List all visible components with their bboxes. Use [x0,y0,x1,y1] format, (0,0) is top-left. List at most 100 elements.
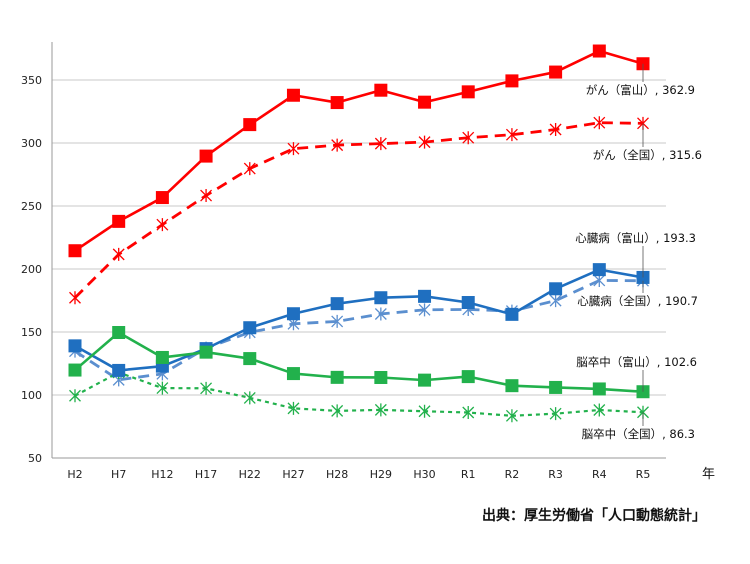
y-axis-tick-labels: 50 100 150 200 250 300 350 [21,74,42,465]
data-point [592,263,606,277]
y-gridlines [51,42,666,459]
data-point [200,381,213,395]
data-point [418,289,432,303]
x-tick-label: H12 [151,468,173,481]
data-point [418,95,432,109]
data-point [374,370,388,384]
series-end-label: 心臓病（富山）, 193.3 [575,231,696,245]
data-point [593,116,606,130]
data-point [549,65,563,79]
x-tick-label: H2 [67,468,82,481]
y-tick-label: 50 [28,452,42,465]
x-tick-label: H22 [239,468,261,481]
series-line [74,121,644,299]
data-point [330,297,344,311]
data-point [69,291,81,305]
data-point [549,282,563,296]
data-point [418,303,431,317]
series-0 [68,44,650,258]
series-line [74,279,644,382]
data-point [461,85,475,99]
series-4 [68,326,650,399]
data-point [331,138,344,152]
data-point [200,189,213,203]
data-point [549,123,562,137]
y-tick-label: 350 [21,74,42,87]
y-tick-label: 300 [21,137,42,150]
series-end-label: がん（富山）, 362.9 [586,83,695,97]
data-point [243,352,257,366]
data-point [243,118,257,132]
data-point [505,128,518,142]
series-end-label: 心臓病（全国）, 190.7 [577,294,698,308]
data-point [331,314,344,328]
series-end-label: 脳卒中（全国）, 86.3 [582,427,695,441]
data-point [243,391,256,405]
y-tick-label: 100 [21,389,42,402]
data-point [199,345,213,359]
data-point [374,83,388,97]
x-tick-label: H7 [111,468,126,481]
series-line [74,371,644,417]
data-point [374,307,387,321]
data-point [505,409,518,423]
y-tick-label: 200 [21,263,42,276]
x-tick-label: R5 [636,468,651,481]
series-end-labels: がん（富山）, 362.9 がん（全国）, 315.6 心臓病（富山）, 193.3… [575,63,702,441]
data-point [505,379,519,393]
data-point [592,382,606,396]
y-tick-label: 150 [21,326,42,339]
data-point [330,96,344,110]
data-point [156,218,169,232]
data-point [330,370,344,384]
data-point [592,44,606,58]
data-point [286,88,300,102]
x-tick-label: R2 [505,468,520,481]
data-point [593,273,606,287]
series-end-label: 脳卒中（富山）, 102.6 [576,355,697,369]
data-point [461,370,475,384]
data-point [418,404,431,418]
data-point [549,407,562,421]
data-point [286,367,300,381]
series-1 [69,116,649,305]
data-point [155,350,169,364]
data-point [112,247,125,261]
x-axis-tick-labels: H2 H7 H12 H17 H22 H27 H28 H29 H30 R1 R2 R3 R4 R5 [67,468,650,481]
series-2 [68,263,650,377]
data-point [287,142,300,156]
data-point [549,380,563,394]
x-tick-label: R4 [592,468,607,481]
data-point [461,296,475,310]
data-point [418,135,431,149]
data-point [374,291,388,305]
data-point [112,363,126,377]
data-point [462,406,475,420]
data-point [112,326,126,340]
data-point [68,339,82,353]
data-point [155,191,169,205]
series-end-label: がん（全国）, 315.6 [593,148,702,162]
data-point [68,244,82,258]
source-caption: 出典：厚生労働省「人口動態統計」 [482,507,706,524]
data-point [156,381,169,395]
series-line [73,49,645,253]
data-point [505,307,519,321]
x-tick-label: H17 [195,468,217,481]
data-point [243,321,257,335]
series-lines [68,44,650,423]
series-line [73,331,645,394]
data-point [593,403,606,417]
y-tick-label: 250 [21,200,42,213]
x-tick-label: H28 [326,468,348,481]
x-tick-label: H29 [370,468,392,481]
data-point [374,137,387,151]
x-tick-label: H30 [413,468,435,481]
data-point [287,401,300,415]
data-point [331,404,344,418]
data-point [374,403,387,417]
data-point [243,162,256,176]
x-axis-unit-label: 年 [702,467,715,482]
data-point [549,294,562,308]
